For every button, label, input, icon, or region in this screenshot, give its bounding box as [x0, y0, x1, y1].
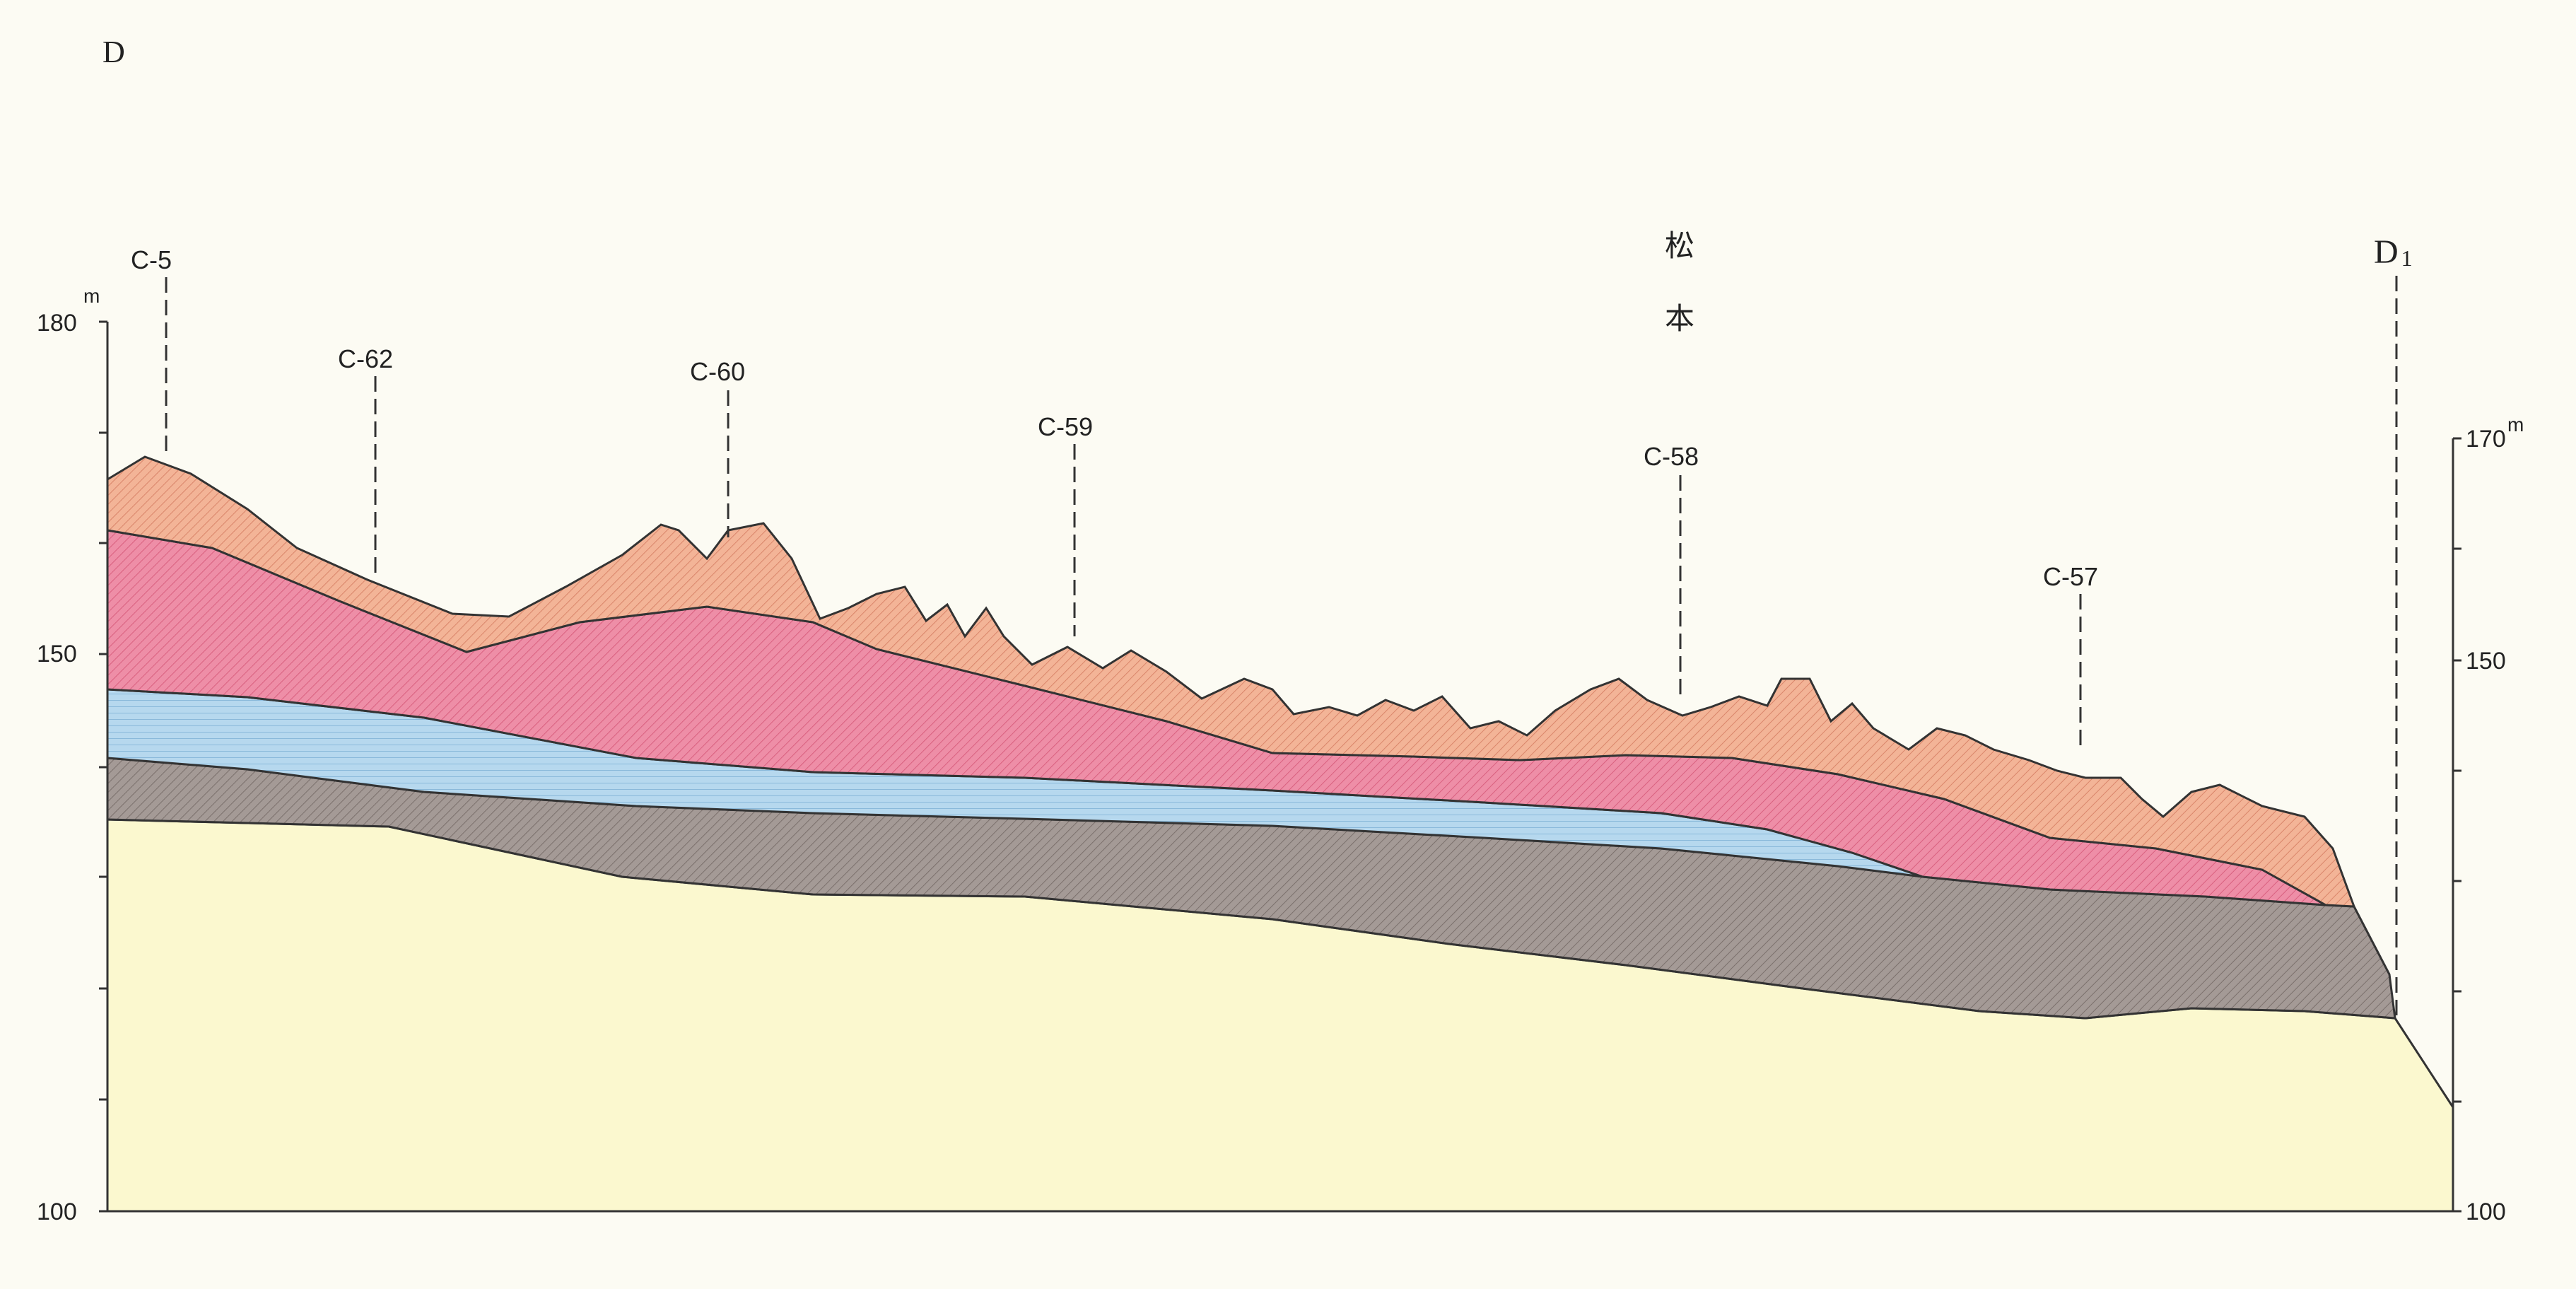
- right-axis-label-top: 170: [2466, 426, 2506, 453]
- right-axis-label-bottom: 100: [2466, 1198, 2506, 1225]
- borehole-label: C-59: [1038, 412, 1093, 441]
- borehole-label: C-58: [1644, 442, 1699, 471]
- layer-orange: [106, 455, 2356, 908]
- borehole-c62: C-62: [338, 344, 393, 574]
- borehole-c5: C-5: [131, 245, 172, 457]
- borehole-c60: C-60: [690, 357, 745, 537]
- borehole-label: C-5: [131, 245, 172, 274]
- section-end-label-main: D: [2374, 233, 2399, 271]
- place-name-line2: 本: [1665, 302, 1694, 335]
- borehole-label: C-60: [690, 357, 745, 386]
- section-start-label: D: [103, 35, 125, 69]
- left-axis-label-top: 180: [37, 310, 77, 337]
- left-axis-label-middle: 150: [37, 641, 77, 667]
- left-axis: m 180 150 100: [37, 285, 109, 1225]
- section-end-label-sub: 1: [2401, 245, 2413, 271]
- borehole-c57: C-57: [2043, 562, 2098, 750]
- right-axis: 170 m 150 100: [2452, 414, 2524, 1225]
- borehole-label: C-57: [2043, 562, 2098, 591]
- left-axis-label-bottom: 100: [37, 1198, 77, 1225]
- left-axis-unit: m: [83, 285, 100, 307]
- right-axis-label-middle: 150: [2466, 648, 2506, 675]
- borehole-label: C-62: [338, 344, 393, 373]
- borehole-c59: C-59: [1038, 412, 1093, 636]
- right-axis-unit: m: [2507, 414, 2524, 436]
- borehole-c58: C-58: [1644, 442, 1699, 700]
- place-name-line1: 松: [1665, 229, 1694, 262]
